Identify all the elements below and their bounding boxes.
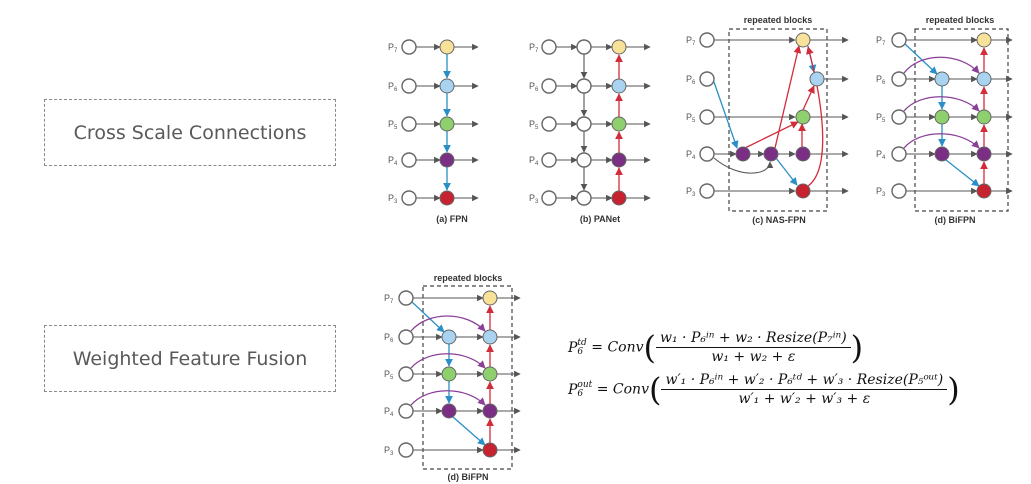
panet-nodes bbox=[541, 39, 627, 206]
bifpn-small-diagram: repeated blocks P7 P6 P5 P4 P3 bbox=[876, 15, 1013, 225]
panet-edges bbox=[556, 43, 651, 202]
formula-p6-td-numerator: w₁ · P₆ⁱⁿ + w₂ · Resize(P₇ⁱⁿ) bbox=[656, 330, 851, 348]
bifpn-small-edges bbox=[903, 36, 1013, 195]
formula-p6-td-open-paren: ( bbox=[643, 328, 657, 367]
panet-label-p6: P6 bbox=[529, 81, 539, 93]
formula-p6-out-open-paren: ( bbox=[648, 370, 662, 409]
bifpn-small-label-p5: P5 bbox=[876, 112, 886, 124]
bifpn-large-label-p5: P5 bbox=[384, 369, 394, 381]
fpn-level-labels: P7 P6 P5 P4 P3 bbox=[388, 42, 398, 205]
cross-scale-connections-text: Cross Scale Connections bbox=[73, 121, 307, 144]
panet-label-p3: P3 bbox=[529, 193, 539, 205]
nasfpn-label-p7: P7 bbox=[686, 35, 696, 47]
bifpn-small-label-p4: P4 bbox=[876, 149, 886, 161]
fpn-edges bbox=[416, 43, 479, 202]
fpn-label-p5: P5 bbox=[388, 119, 398, 131]
panet-level-labels: P7 P6 P5 P4 P3 bbox=[529, 42, 539, 205]
nasfpn-level-labels: P7 P6 P5 P4 P3 bbox=[686, 35, 696, 198]
bifpn-small-repeated-box bbox=[914, 28, 1009, 212]
bifpn-large-repeated-blocks-label: repeated blocks bbox=[434, 273, 503, 283]
formula-p6-out-denominator: w′₁ + w′₂ + w′₃ + ε bbox=[738, 391, 871, 407]
formula-p6-out-numerator: w′₁ · P₆ⁱⁿ + w′₂ · P₆ᵗᵈ + w′₃ · Resize(P… bbox=[661, 372, 948, 390]
panet-diagram: P7 P6 P5 P4 P3 bbox=[529, 39, 651, 224]
nasfpn-label-p4: P4 bbox=[686, 149, 696, 161]
formula-p6-out-equals: = bbox=[596, 381, 609, 398]
formula-p6-out-fraction: w′₁ · P₆ⁱⁿ + w′₂ · P₆ᵗᵈ + w′₃ · Resize(P… bbox=[661, 372, 948, 407]
bifpn-large-nodes bbox=[398, 290, 498, 458]
fpn-label-p7: P7 bbox=[388, 42, 398, 54]
nasfpn-label-p5: P5 bbox=[686, 112, 696, 124]
bifpn-small-repeated-blocks-label: repeated blocks bbox=[926, 15, 995, 25]
fpn-label-p3: P3 bbox=[388, 193, 398, 205]
nasfpn-nodes bbox=[699, 32, 825, 199]
formula-p6-td-close-paren: ) bbox=[850, 328, 864, 367]
bifpn-small-label-p6: P6 bbox=[876, 74, 886, 86]
bifpn-large-label-p4: P4 bbox=[384, 406, 394, 418]
bifpn-small-nodes bbox=[891, 32, 992, 199]
panet-label-p7: P7 bbox=[529, 42, 539, 54]
bifpn-large-level-labels: P7 P6 P5 P4 P3 bbox=[384, 293, 394, 457]
bifpn-large-label-p7: P7 bbox=[384, 293, 394, 305]
fpn-diagram: P7 P6 P5 P4 P3 bbox=[388, 39, 479, 224]
nasfpn-repeated-box bbox=[728, 28, 828, 212]
nasfpn-repeated-blocks-label: repeated blocks bbox=[744, 15, 813, 25]
bifpn-small-label-p3: P3 bbox=[876, 186, 886, 198]
panet-caption: (b) PANet bbox=[580, 214, 620, 224]
fpn-nodes bbox=[401, 39, 455, 206]
formula-p6-td-conv: Conv bbox=[607, 339, 644, 356]
nasfpn-label-p6: P6 bbox=[686, 74, 696, 86]
formula-p6-out-close-paren: ) bbox=[947, 370, 960, 409]
bifpn-large-caption: (d) BiFPN bbox=[448, 472, 489, 482]
nasfpn-label-p3: P3 bbox=[686, 186, 696, 198]
nasfpn-edges bbox=[713, 36, 849, 195]
bifpn-large-label-p3: P3 bbox=[384, 445, 394, 457]
nasfpn-caption: (c) NAS-FPN bbox=[752, 215, 806, 225]
bifpn-large-label-p6: P6 bbox=[384, 332, 394, 344]
bifpn-small-caption: (d) BiFPN bbox=[935, 215, 976, 225]
formula-p6-td-equals: = bbox=[591, 339, 603, 356]
bifpn-large-edges bbox=[410, 294, 521, 454]
bifpn-small-label-p7: P7 bbox=[876, 35, 886, 47]
weighted-feature-fusion-text: Weighted Feature Fusion bbox=[72, 347, 308, 370]
fpn-label-p4: P4 bbox=[388, 155, 398, 167]
formula-p6-td-fraction: w₁ · P₆ⁱⁿ + w₂ · Resize(P₇ⁱⁿ) w₁ + w₂ + ε bbox=[656, 330, 851, 365]
formula-p6-out-conv: Conv bbox=[612, 381, 649, 398]
weighted-feature-fusion-label: Weighted Feature Fusion bbox=[44, 325, 336, 392]
bifpn-large-repeated-box bbox=[422, 285, 513, 470]
bifpn-small-level-labels: P7 P6 P5 P4 P3 bbox=[876, 35, 886, 198]
nasfpn-diagram: repeated blocks P7 P6 P5 P4 P3 bbox=[686, 15, 849, 225]
formula-p6-td-denominator: w₁ + w₂ + ε bbox=[711, 349, 796, 365]
fpn-caption: (a) FPN bbox=[436, 214, 468, 224]
fpn-label-p6: P6 bbox=[388, 81, 398, 93]
panet-label-p5: P5 bbox=[529, 119, 539, 131]
cross-scale-connections-label: Cross Scale Connections bbox=[44, 99, 336, 166]
panet-label-p4: P4 bbox=[529, 155, 539, 167]
bifpn-large-diagram: repeated blocks P7 P6 P5 P4 P3 bbox=[384, 273, 521, 482]
